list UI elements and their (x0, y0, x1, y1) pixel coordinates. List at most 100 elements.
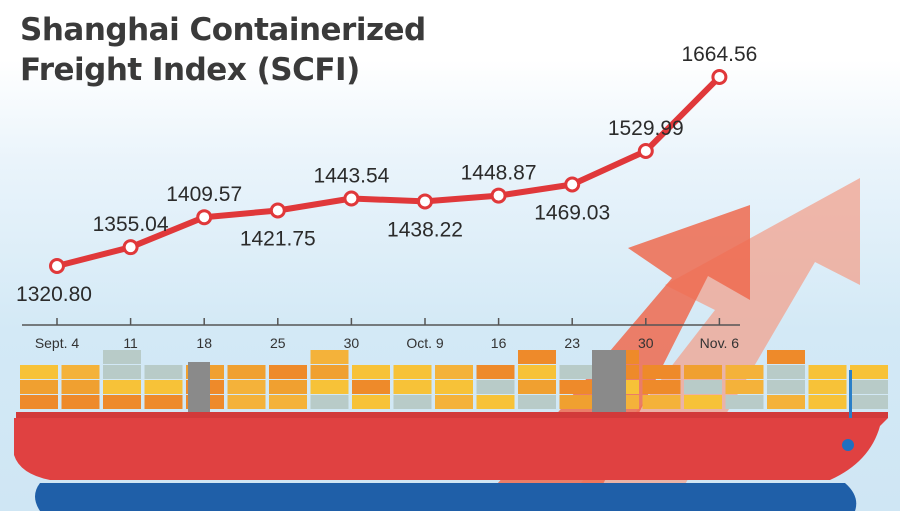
ship-bridge-tower (592, 350, 626, 412)
data-point (417, 193, 433, 210)
container-box (310, 380, 349, 394)
container-box (767, 350, 805, 364)
deck-rail (16, 412, 888, 418)
container-box (435, 395, 473, 409)
container-box (20, 365, 58, 379)
container-box (352, 365, 390, 379)
container-box (642, 365, 681, 379)
container-box (725, 365, 764, 379)
data-label: 1529.99 (608, 117, 684, 140)
container-box (227, 365, 266, 379)
container-box (559, 365, 598, 379)
container-box (393, 395, 432, 409)
x-tick-label: 23 (564, 335, 580, 351)
ship-hull (14, 370, 888, 511)
hull-keel (35, 483, 857, 511)
container-box (518, 380, 556, 394)
container-box (808, 395, 847, 409)
container-box (808, 380, 847, 394)
container-box (684, 365, 722, 379)
x-tick-label: 25 (270, 335, 286, 351)
container-box (518, 365, 556, 379)
container-box (850, 395, 888, 409)
container-box (476, 395, 515, 409)
x-tick-label: 18 (196, 335, 212, 351)
container-box (642, 380, 681, 394)
container-box (144, 395, 183, 409)
chart-title-line-1: Shanghai Containerized (20, 12, 426, 48)
data-label: 1355.04 (93, 213, 169, 236)
data-point (343, 190, 360, 207)
mast (849, 370, 852, 418)
data-label: 1320.80 (16, 283, 92, 306)
container-box (103, 350, 141, 364)
container-box (767, 365, 805, 379)
data-label: 1664.56 (681, 43, 757, 66)
container-box (144, 365, 183, 379)
data-point (637, 142, 654, 159)
container-box (767, 395, 805, 409)
container-box (642, 395, 681, 409)
chart-title: Shanghai Containerized Freight Index (SC… (20, 10, 426, 90)
container-box (435, 380, 473, 394)
container-box (61, 365, 100, 379)
hull-body (14, 418, 888, 480)
data-point (564, 176, 581, 193)
container-box (393, 380, 432, 394)
container-box (850, 365, 888, 379)
data-point (490, 187, 507, 204)
data-label: 1409.57 (166, 183, 242, 206)
container-box (61, 395, 100, 409)
x-tick-label: Nov. 6 (700, 335, 740, 351)
chart-title-line-2: Freight Index (SCFI) (20, 52, 360, 88)
x-tick-label: 11 (123, 335, 138, 351)
data-point (49, 258, 65, 274)
series-line (54, 74, 723, 269)
x-tick-label: 30 (344, 335, 360, 351)
container-box (144, 380, 183, 394)
data-label: 1443.54 (313, 165, 389, 188)
container-box (435, 365, 473, 379)
data-point (711, 69, 728, 85)
container-box (227, 395, 266, 409)
data-point (196, 209, 213, 226)
container-box (393, 365, 432, 379)
x-tick-label: Sept. 4 (35, 335, 80, 351)
data-label: 1448.87 (461, 162, 537, 185)
container-box (518, 395, 556, 409)
hawse-hole (842, 439, 854, 451)
container-box (476, 380, 515, 394)
container-box (559, 380, 598, 394)
data-label: 1469.03 (534, 202, 610, 225)
container-box (103, 365, 141, 379)
container-box (725, 395, 764, 409)
container-box (559, 395, 598, 409)
x-tick-label: 16 (491, 335, 507, 351)
container-box (352, 380, 390, 394)
container-box (20, 380, 58, 394)
container-box (310, 395, 349, 409)
container-box (103, 380, 141, 394)
container-box (20, 395, 58, 409)
container-stacks (20, 350, 888, 412)
data-label: 1421.75 (240, 227, 316, 250)
x-tick-label: 30 (638, 335, 654, 351)
container-box (352, 395, 390, 409)
container-box (767, 380, 805, 394)
container-box (310, 350, 349, 364)
container-box (518, 350, 556, 364)
container-box (684, 395, 722, 409)
container-box (476, 365, 515, 379)
container-box (269, 380, 307, 394)
data-point (269, 202, 286, 219)
container-box (269, 365, 307, 379)
ship-crane (188, 362, 210, 412)
container-box (808, 365, 847, 379)
data-label: 1438.22 (387, 218, 463, 241)
x-tick-label: Oct. 9 (406, 335, 444, 351)
container-box (725, 380, 764, 394)
container-box (850, 380, 888, 394)
container-box (310, 365, 349, 379)
